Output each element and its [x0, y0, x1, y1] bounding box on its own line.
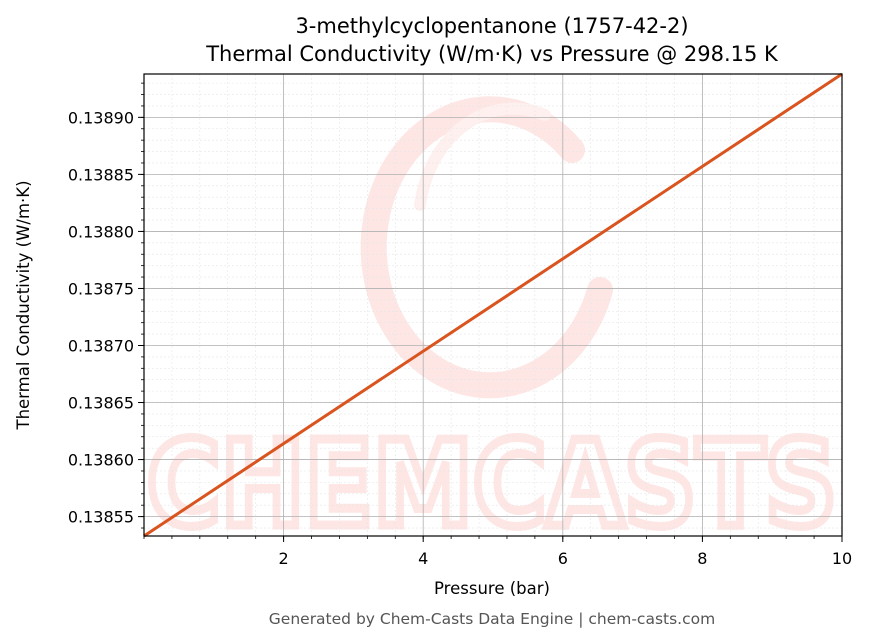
y-tick-label: 0.13860: [68, 451, 134, 470]
watermark-logo-icon: [360, 96, 613, 399]
x-tick-label: 10: [832, 549, 852, 568]
x-tick-label: 8: [697, 549, 707, 568]
series-layer: [143, 72, 843, 538]
x-axis-ticks: 2 4 6 8 10: [143, 536, 852, 568]
major-gridlines: [144, 74, 843, 536]
y-tick-label: 0.13880: [68, 222, 134, 241]
y-tick-label: 0.13890: [68, 108, 134, 127]
series-line: [143, 72, 843, 538]
watermark-text: CHEMCASTS: [147, 415, 837, 553]
chart-title-line2: Thermal Conductivity (W/m·K) vs Pressure…: [205, 42, 779, 66]
x-tick-label: 6: [558, 549, 568, 568]
x-axis-label: Pressure (bar): [434, 579, 550, 598]
y-axis-ticks: 0.13855 0.13860 0.13865 0.13870 0.13875 0.138…: [68, 82, 144, 529]
plot-area-frame: [143, 73, 843, 537]
y-tick-label: 0.13865: [68, 394, 134, 413]
y-tick-label: 0.13855: [68, 508, 134, 527]
y-tick-label: 0.13870: [68, 336, 134, 355]
y-tick-label: 0.13885: [68, 165, 134, 184]
y-tick-label: 0.13875: [68, 279, 134, 298]
y-axis-label: Thermal Conductivity (W/m·K): [14, 180, 33, 430]
footer-credit: Generated by Chem-Casts Data Engine | ch…: [269, 610, 715, 628]
watermark: CHEMCASTS: [143, 96, 842, 558]
x-tick-label: 4: [418, 549, 428, 568]
x-tick-label: 2: [279, 549, 289, 568]
chart-title-line1: 3-methylcyclopentanone (1757-42-2): [295, 14, 688, 38]
